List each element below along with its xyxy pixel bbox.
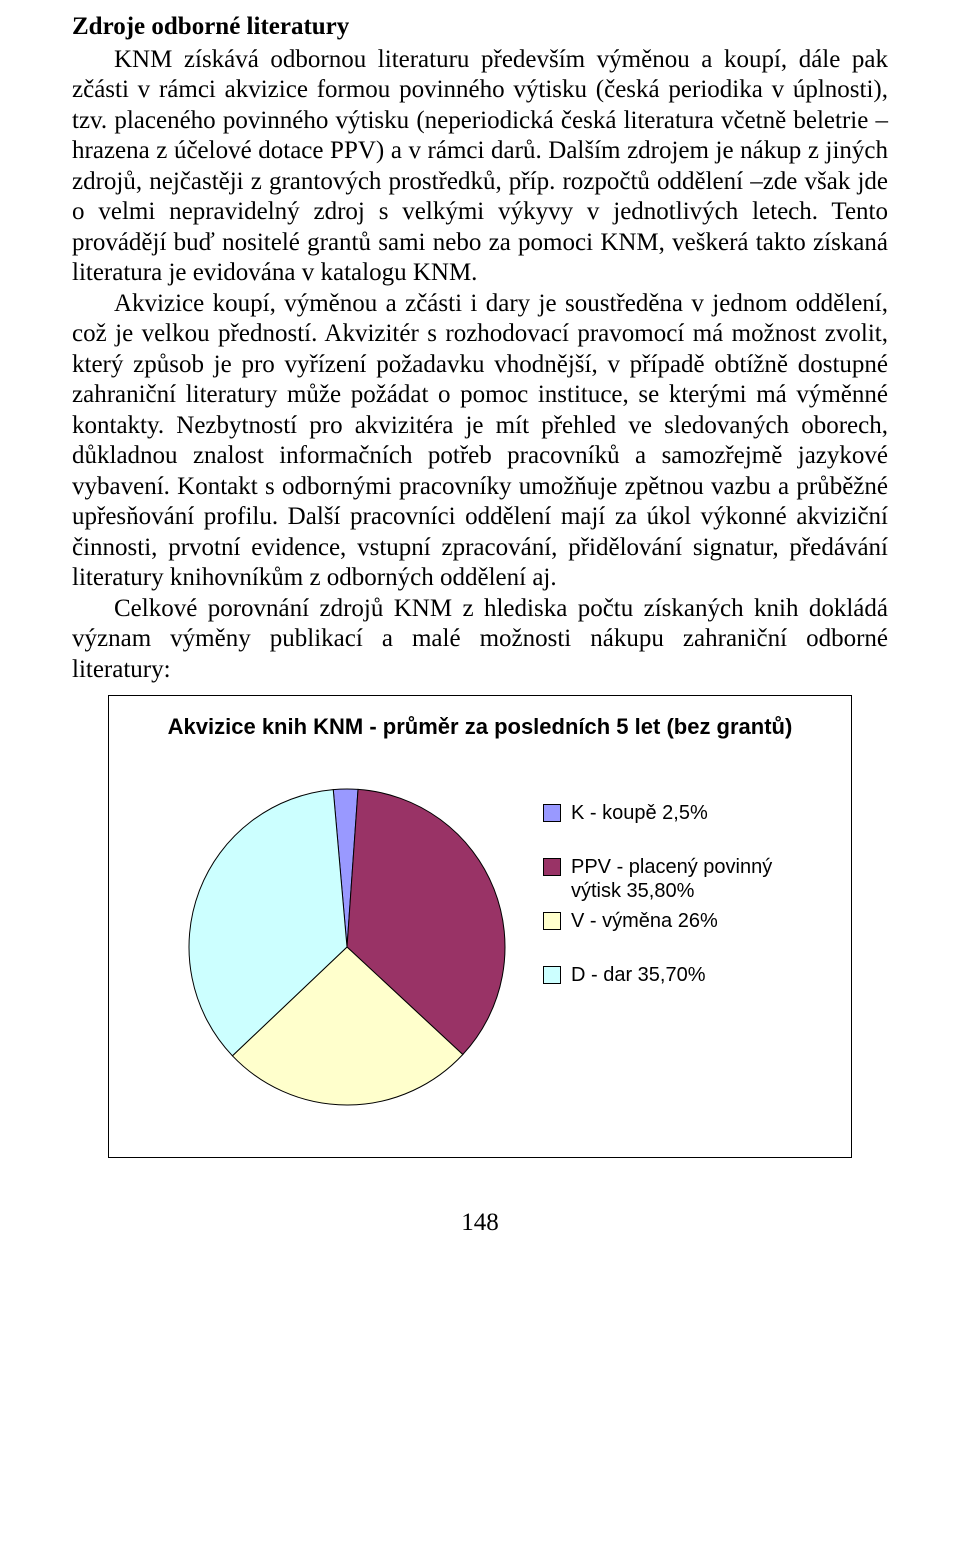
legend-label-ppv: PPV - placený povinný výtisk 35,80% (571, 855, 793, 903)
legend-label-d: D - dar 35,70% (571, 963, 793, 987)
legend-label-v: V - výměna 26% (571, 909, 793, 933)
page: Zdroje odborné literatury KNM získává od… (0, 0, 960, 1279)
legend-swatch-d (543, 966, 561, 984)
section-heading: Zdroje odborné literatury (72, 12, 888, 43)
chart-title: Akvizice knih KNM - průměr za posledních… (127, 714, 833, 741)
legend-row-d: D - dar 35,70% (543, 963, 793, 987)
paragraph-1: KNM získává odbornou literaturu předevší… (72, 45, 888, 289)
legend-swatch-ppv (543, 858, 561, 876)
chart-container: Akvizice knih KNM - průměr za posledních… (108, 695, 852, 1158)
paragraph-2: Akvizice koupí, výměnou a zčásti i dary … (72, 289, 888, 594)
legend-gap (543, 939, 793, 957)
legend-gap (543, 831, 793, 849)
chart-legend: K - koupě 2,5% PPV - placený povinný výti… (543, 801, 793, 987)
legend-row-k: K - koupě 2,5% (543, 801, 793, 825)
legend-swatch-k (543, 804, 561, 822)
page-number: 148 (72, 1208, 888, 1239)
legend-row-v: V - výměna 26% (543, 909, 793, 933)
paragraph-3: Celkové porovnání zdrojů KNM z hlediska … (72, 594, 888, 686)
legend-row-ppv: PPV - placený povinný výtisk 35,80% (543, 855, 793, 903)
pie-chart (167, 767, 527, 1136)
chart-body: K - koupě 2,5% PPV - placený povinný výti… (127, 767, 833, 1136)
legend-label-k: K - koupě 2,5% (571, 801, 793, 825)
pie-svg (167, 767, 527, 1127)
legend-swatch-v (543, 912, 561, 930)
